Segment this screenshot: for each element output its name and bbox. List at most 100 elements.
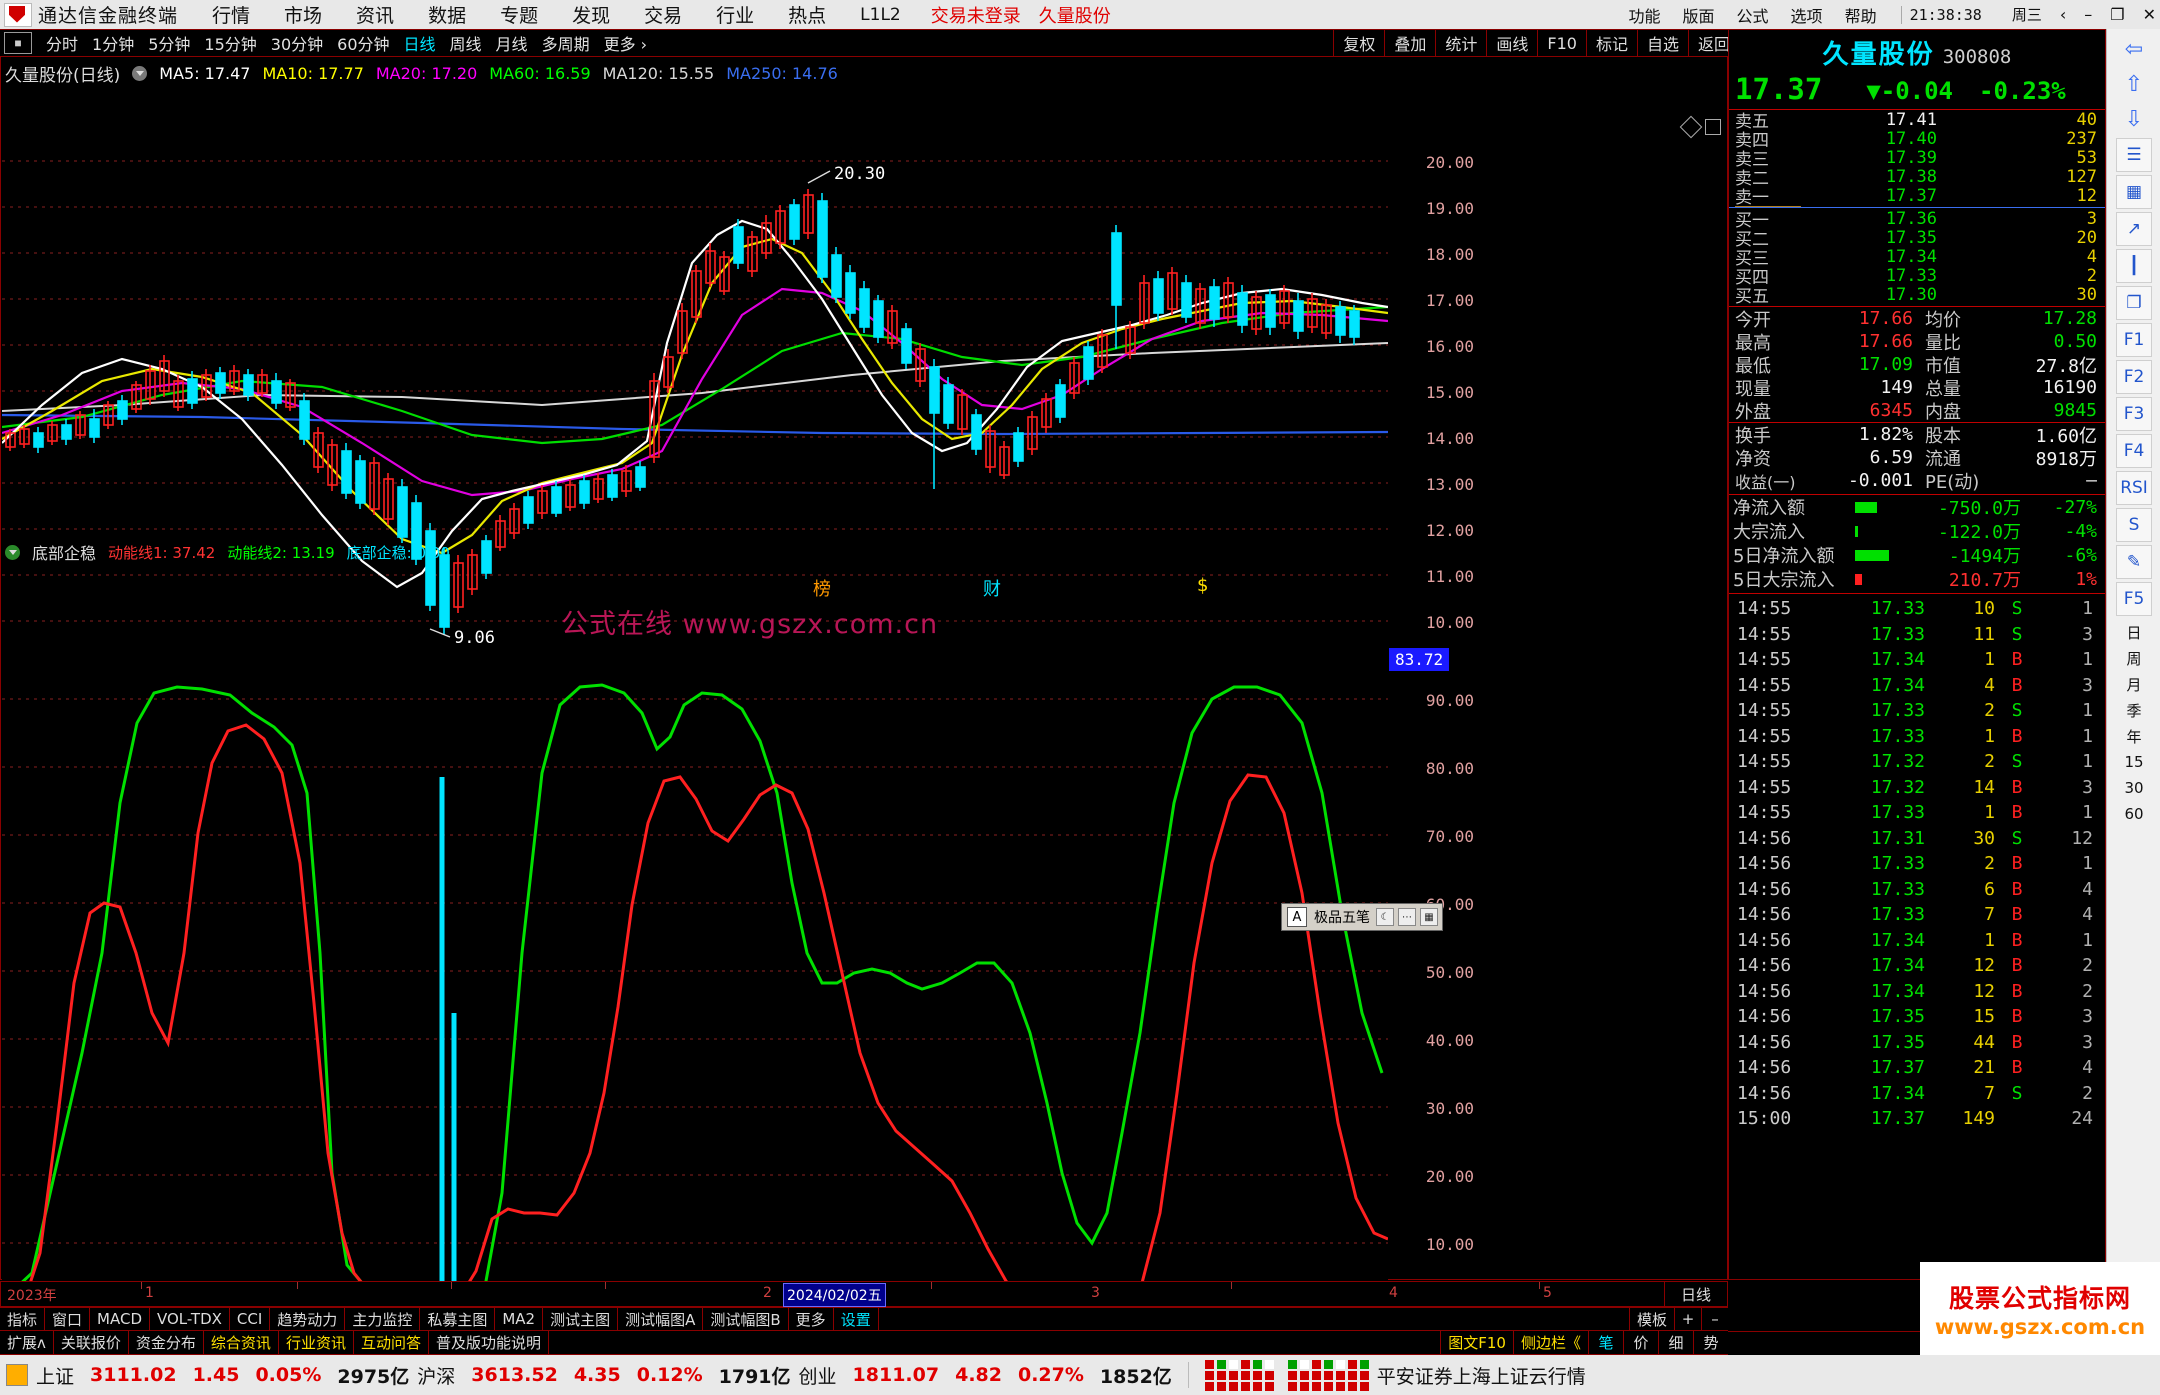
btn-cci[interactable]: CCI bbox=[230, 1308, 271, 1330]
rail-label-quarter[interactable]: 季 bbox=[2126, 701, 2142, 720]
btn-zonghezixun[interactable]: 综合资讯 bbox=[204, 1331, 279, 1354]
tick-row[interactable]: 14:56 17.34 12 B 2 bbox=[1729, 979, 2105, 1005]
quote-header[interactable]: 久量股份 300808 bbox=[1729, 30, 2105, 71]
tool-fuquan[interactable]: 复权 bbox=[1333, 30, 1386, 56]
bid-row-4[interactable]: 买四 17.33 2 bbox=[1729, 266, 2105, 289]
s-icon[interactable]: S bbox=[2116, 508, 2152, 542]
tool-tongji[interactable]: 统计 bbox=[1435, 30, 1488, 56]
menu-item-3[interactable]: 数据 bbox=[428, 5, 467, 27]
keyboard-icon[interactable]: ▦ bbox=[1420, 908, 1438, 926]
tick-row[interactable]: 14:55 17.32 2 S 1 bbox=[1729, 749, 2105, 775]
btn-macd[interactable]: MACD bbox=[90, 1308, 150, 1330]
btn-ma2[interactable]: MA2 bbox=[495, 1308, 544, 1330]
period-1min[interactable]: 1分钟 bbox=[92, 35, 135, 54]
btn-vol-tdx[interactable]: VOL-TDX bbox=[150, 1308, 230, 1330]
period-15min[interactable]: 15分钟 bbox=[204, 35, 257, 54]
btn-qushidongli[interactable]: 趋势动力 bbox=[270, 1308, 346, 1330]
rail-label-30[interactable]: 30 bbox=[2124, 779, 2144, 797]
list-check-icon[interactable]: ☰ bbox=[2116, 138, 2152, 172]
btn-shi[interactable]: 势 bbox=[1703, 1334, 1719, 1352]
tick-row[interactable]: 14:55 17.33 2 S 1 bbox=[1729, 698, 2105, 724]
rail-label-60[interactable]: 60 bbox=[2124, 805, 2144, 823]
btn-guanlianbaojia[interactable]: 关联报价 bbox=[54, 1331, 129, 1354]
tick-row[interactable]: 14:55 17.34 1 B 1 bbox=[1729, 647, 2105, 673]
btn-ceshifutu-b[interactable]: 测试幅图B bbox=[703, 1308, 789, 1330]
period-fenshi[interactable]: 分时 bbox=[46, 35, 79, 54]
btn-kuozhan[interactable]: 扩展ʌ bbox=[0, 1331, 54, 1354]
ime-badge-icon[interactable]: A bbox=[1287, 907, 1307, 927]
f5-icon[interactable]: F5 bbox=[2116, 582, 2152, 616]
candlestick-chart[interactable]: 20.30 9.06 bbox=[2, 143, 1388, 651]
rail-label-day[interactable]: 日 bbox=[2126, 623, 2142, 642]
menu-item-7[interactable]: 行业 bbox=[716, 5, 755, 27]
tick-row[interactable]: 14:56 17.33 6 B 4 bbox=[1729, 877, 2105, 903]
back-button[interactable]: ‹ bbox=[2059, 5, 2067, 24]
tick-row[interactable]: 15:00 17.37 149 24 bbox=[1729, 1106, 2105, 1132]
tick-row[interactable]: 14:55 17.34 4 B 3 bbox=[1729, 673, 2105, 699]
f3-icon[interactable]: F3 bbox=[2116, 397, 2152, 431]
ask-row-1[interactable]: 卖一 17.37 12 bbox=[1729, 186, 2105, 209]
btn-zhibiao[interactable]: 指标 bbox=[0, 1308, 46, 1330]
back-arrow-icon[interactable]: ⇦ bbox=[2124, 36, 2144, 62]
tick-row[interactable]: 14:55 17.33 1 B 1 bbox=[1729, 724, 2105, 750]
moon-icon[interactable]: ☾ bbox=[1376, 908, 1394, 926]
layout-toggle-icon[interactable]: ■ bbox=[4, 32, 32, 54]
tick-row[interactable]: 14:56 17.33 2 B 1 bbox=[1729, 851, 2105, 877]
rail-label-month[interactable]: 月 bbox=[2126, 675, 2142, 694]
tick-row[interactable]: 14:56 17.35 15 B 3 bbox=[1729, 1004, 2105, 1030]
menu-item-5[interactable]: 发现 bbox=[572, 5, 611, 27]
tick-row[interactable]: 14:56 17.34 12 B 2 bbox=[1729, 953, 2105, 979]
btn-gengduo[interactable]: 更多 bbox=[789, 1308, 834, 1330]
period-multi[interactable]: 多周期 bbox=[541, 35, 590, 54]
bid-row-2[interactable]: 买二 17.35 20 bbox=[1729, 228, 2105, 251]
maximize-button[interactable]: ❐ bbox=[2110, 5, 2125, 24]
btn-bi[interactable]: 笔 bbox=[1589, 1331, 1624, 1354]
btn-chuangkou[interactable]: 窗口 bbox=[45, 1308, 91, 1330]
bid-row-3[interactable]: 买三 17.34 4 bbox=[1729, 247, 2105, 270]
right-menu-3[interactable]: 选项 bbox=[1790, 6, 1823, 26]
bid-row-1[interactable]: 买一 17.36 3 bbox=[1729, 209, 2105, 232]
btn-shezhi[interactable]: 设置 bbox=[834, 1308, 879, 1330]
menu-item-9[interactable]: L1L2 bbox=[860, 4, 901, 25]
tool-huaxian[interactable]: 画线 bbox=[1486, 30, 1539, 56]
tick-row[interactable]: 14:56 17.31 30 S 12 bbox=[1729, 826, 2105, 852]
btn-zhulijiankong[interactable]: 主力监控 bbox=[345, 1308, 421, 1330]
tick-row[interactable]: 14:55 17.33 10 S 1 bbox=[1729, 596, 2105, 622]
btn-pujiban[interactable]: 普及版功能说明 bbox=[429, 1331, 549, 1354]
close-button[interactable]: ✕ bbox=[2142, 5, 2156, 24]
tool-biaoji[interactable]: 标记 bbox=[1585, 30, 1638, 56]
right-menu-0[interactable]: 功能 bbox=[1628, 6, 1661, 26]
subchart-chevron-icon[interactable] bbox=[5, 544, 20, 560]
chart-area[interactable]: 久量股份(日线) MA5: 17.47 MA10: 17.77 MA20: 17… bbox=[0, 56, 1728, 1341]
down-arrow-icon[interactable]: ⇩ bbox=[2124, 106, 2144, 132]
btn-xi[interactable]: 细 bbox=[1659, 1331, 1694, 1354]
btn-jia[interactable]: 价 bbox=[1624, 1331, 1659, 1354]
up-arrow-icon[interactable]: ⇧ bbox=[2124, 71, 2144, 97]
panel-icon[interactable] bbox=[1705, 119, 1721, 135]
rail-label-year[interactable]: 年 bbox=[2126, 727, 2142, 746]
period-60min[interactable]: 60分钟 bbox=[337, 35, 390, 54]
period-more[interactable]: 更多 › bbox=[603, 35, 648, 54]
btn-ceshifutu-a[interactable]: 测试幅图A bbox=[618, 1308, 704, 1330]
tick-row[interactable]: 14:55 17.33 1 B 1 bbox=[1729, 800, 2105, 826]
btn-zoom-in[interactable]: + bbox=[1675, 1308, 1702, 1330]
btn-ceshizhutu[interactable]: 测试主图 bbox=[543, 1308, 619, 1330]
index-name-0[interactable]: 上证 bbox=[36, 1365, 75, 1388]
menu-item-6[interactable]: 交易 bbox=[644, 5, 683, 27]
ask-row-4[interactable]: 卖四 17.40 237 bbox=[1729, 129, 2105, 152]
current-stock-label[interactable]: 久量股份 bbox=[1038, 5, 1111, 27]
trend-line-icon[interactable]: ↗ bbox=[2116, 212, 2152, 246]
rail-label-week[interactable]: 周 bbox=[2126, 649, 2142, 668]
status-app-icon[interactable] bbox=[6, 1364, 28, 1386]
tool-diejia[interactable]: 叠加 bbox=[1384, 30, 1437, 56]
btn-zijinfenbu[interactable]: 资金分布 bbox=[129, 1331, 204, 1354]
tick-row[interactable]: 14:56 17.34 7 S 2 bbox=[1729, 1081, 2105, 1107]
right-menu-2[interactable]: 公式 bbox=[1736, 6, 1769, 26]
dots-icon[interactable]: ⋯ bbox=[1398, 908, 1416, 926]
period-30min[interactable]: 30分钟 bbox=[270, 35, 324, 54]
right-menu-4[interactable]: 帮助 bbox=[1844, 6, 1877, 26]
btn-cebianlan[interactable]: 侧边栏《 bbox=[1514, 1331, 1589, 1354]
btn-hangyezixun[interactable]: 行业资讯 bbox=[279, 1331, 354, 1354]
rsi-icon[interactable]: RSI bbox=[2116, 471, 2152, 505]
tick-row[interactable]: 14:55 17.33 11 S 3 bbox=[1729, 622, 2105, 648]
